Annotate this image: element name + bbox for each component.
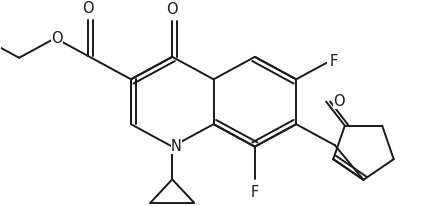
Text: F: F <box>251 185 259 200</box>
Text: O: O <box>333 94 345 109</box>
Text: F: F <box>330 54 338 69</box>
Text: O: O <box>51 31 63 46</box>
Text: N: N <box>171 139 181 154</box>
Text: O: O <box>167 2 178 17</box>
Text: O: O <box>82 1 94 16</box>
